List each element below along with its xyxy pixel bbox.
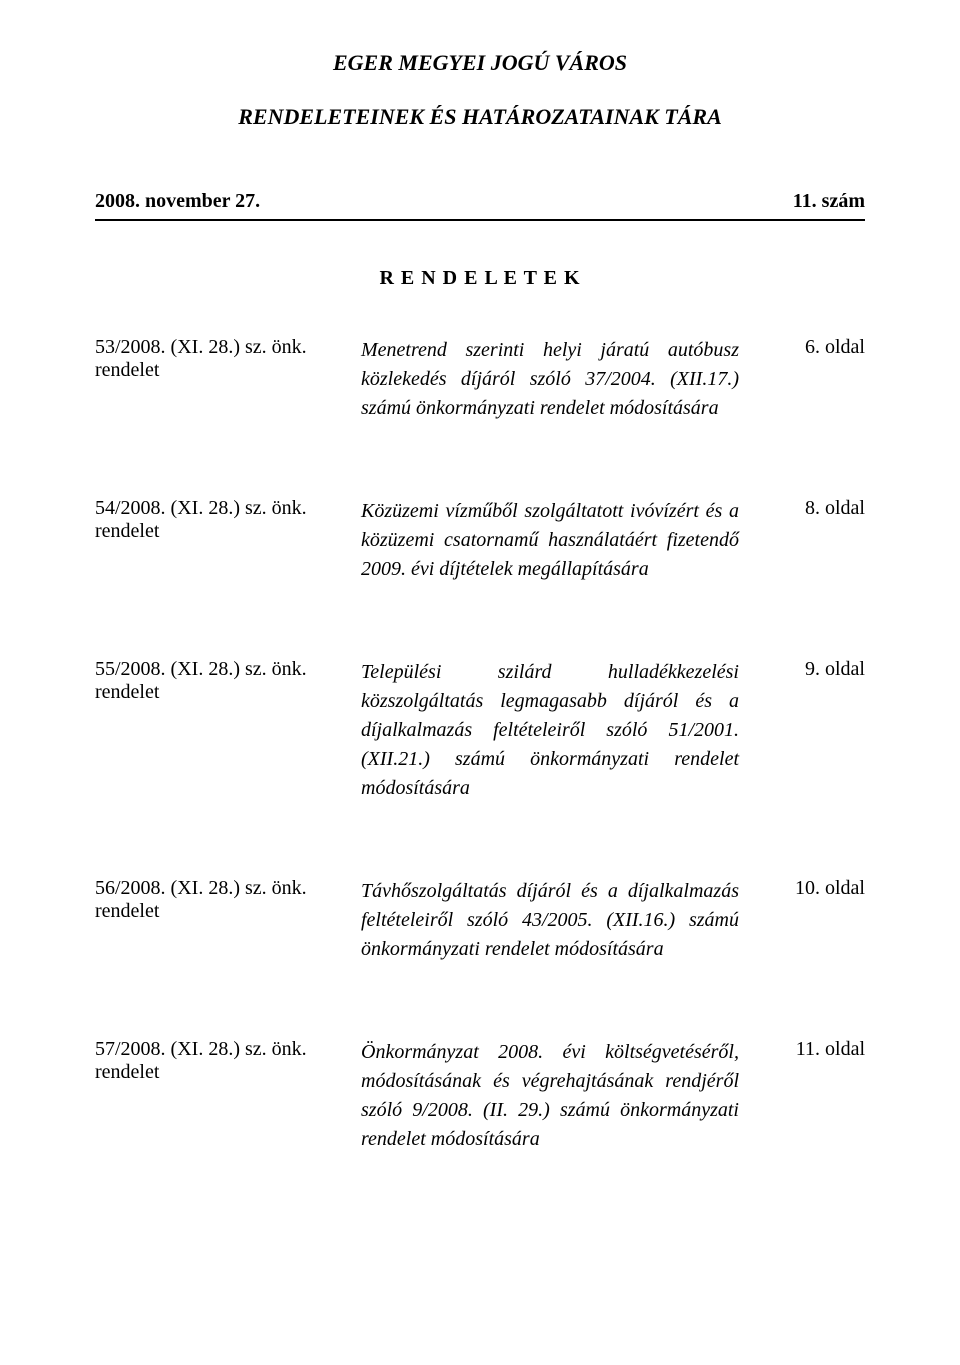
document-page: EGER MEGYEI JOGÚ VÁROS RENDELETEINEK ÉS … <box>0 0 960 1365</box>
page-title: EGER MEGYEI JOGÚ VÁROS <box>95 50 865 76</box>
divider <box>95 219 865 221</box>
entry-ref: 56/2008. (XI. 28.) sz. önk. rendelet <box>95 877 335 964</box>
toc-entry: 55/2008. (XI. 28.) sz. önk. rendelet Tel… <box>95 658 865 803</box>
entry-desc: Menetrend szerinti helyi járatú autóbusz… <box>359 336 741 423</box>
toc-entry: 54/2008. (XI. 28.) sz. önk. rendelet Köz… <box>95 497 865 584</box>
section-heading: R E N D E L E T E K <box>95 267 865 290</box>
entry-page: 10. oldal <box>765 877 865 964</box>
entry-ref: 53/2008. (XI. 28.) sz. önk. rendelet <box>95 336 335 423</box>
entry-list: 53/2008. (XI. 28.) sz. önk. rendelet Men… <box>95 336 865 1154</box>
entry-desc: Önkormányzat 2008. évi költségvetéséről,… <box>359 1038 741 1154</box>
entry-ref: 57/2008. (XI. 28.) sz. önk. rendelet <box>95 1038 335 1154</box>
entry-desc: Közüzemi vízműből szolgáltatott ivóvízér… <box>359 497 741 584</box>
entry-ref: 54/2008. (XI. 28.) sz. önk. rendelet <box>95 497 335 584</box>
entry-page: 9. oldal <box>765 658 865 803</box>
page-subtitle: RENDELETEINEK ÉS HATÁROZATAINAK TÁRA <box>95 104 865 130</box>
issue-row: 2008. november 27. 11. szám <box>95 190 865 213</box>
entry-ref: 55/2008. (XI. 28.) sz. önk. rendelet <box>95 658 335 803</box>
entry-desc: Távhőszolgáltatás díjáról és a díjalkalm… <box>359 877 741 964</box>
entry-page: 8. oldal <box>765 497 865 584</box>
toc-entry: 53/2008. (XI. 28.) sz. önk. rendelet Men… <box>95 336 865 423</box>
issue-number: 11. szám <box>793 190 865 213</box>
entry-page: 6. oldal <box>765 336 865 423</box>
toc-entry: 57/2008. (XI. 28.) sz. önk. rendelet Önk… <box>95 1038 865 1154</box>
issue-date: 2008. november 27. <box>95 190 260 213</box>
entry-page: 11. oldal <box>765 1038 865 1154</box>
entry-desc: Települési szilárd hulladékkezelési közs… <box>359 658 741 803</box>
toc-entry: 56/2008. (XI. 28.) sz. önk. rendelet Táv… <box>95 877 865 964</box>
